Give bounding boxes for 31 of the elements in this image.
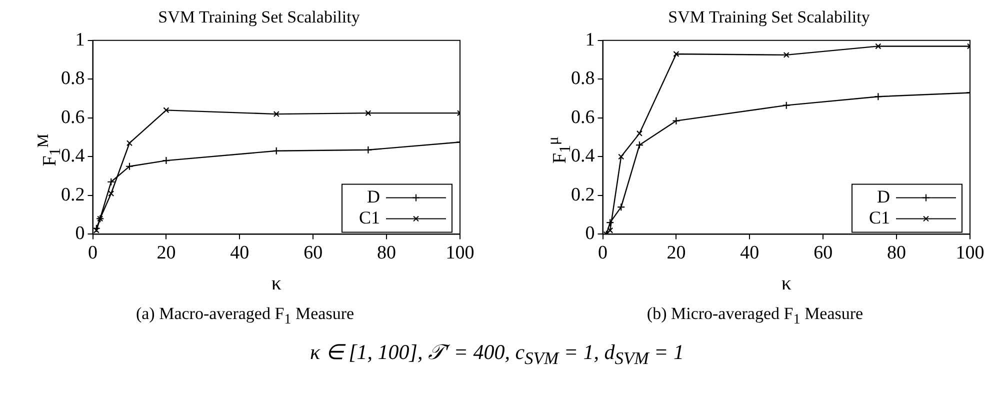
x-tick-label: 20 — [156, 242, 176, 264]
text: (a) Macro-averaged F$_{1}$ Measure — [134, 304, 356, 328]
y-tick-label: 1 — [75, 29, 85, 50]
chart-title: SVM Training Set Scalability — [668, 8, 870, 27]
x-axis-title: κ — [781, 272, 792, 294]
y-tick-label: 0.6 — [61, 106, 85, 128]
x-tick-label: 80 — [377, 242, 396, 264]
x-axis-title: κ — [271, 272, 282, 294]
text: (b) Micro-averaged F$_{1}$ Measure — [646, 304, 864, 328]
text: κ ∈ [1, 100], 𝒯′ = 400, c$_{SVM}$ = 1, d$_{SVM}$ = 1 — [309, 340, 685, 370]
y-tick-label: 0 — [585, 223, 595, 244]
x-tick-label: 100 — [956, 242, 984, 264]
y-tick-label: 0.2 — [571, 184, 595, 206]
x-tick-label: 20 — [666, 242, 686, 264]
legend-label: D — [877, 186, 890, 206]
y-tick-label: 0 — [75, 223, 85, 244]
y-tick-label: 0.2 — [61, 184, 85, 206]
x-tick-label: 100 — [446, 242, 474, 264]
x-tick-label: 60 — [304, 242, 323, 264]
y-tick-label: 0.8 — [571, 68, 595, 90]
x-tick-label: 60 — [814, 242, 833, 264]
x-tick-label: 40 — [740, 242, 760, 264]
legend-label: C1 — [358, 207, 380, 228]
y-tick-label: 1 — [585, 29, 595, 50]
legend-label: C1 — [868, 207, 890, 228]
x-tick-label: 40 — [230, 242, 250, 264]
legend-label: D — [367, 186, 380, 206]
y-tick-label: 0.6 — [571, 106, 595, 128]
chart-title: SVM Training Set Scalability — [158, 8, 360, 27]
y-tick-label: 0.8 — [61, 68, 85, 90]
x-tick-label: 80 — [887, 242, 906, 264]
